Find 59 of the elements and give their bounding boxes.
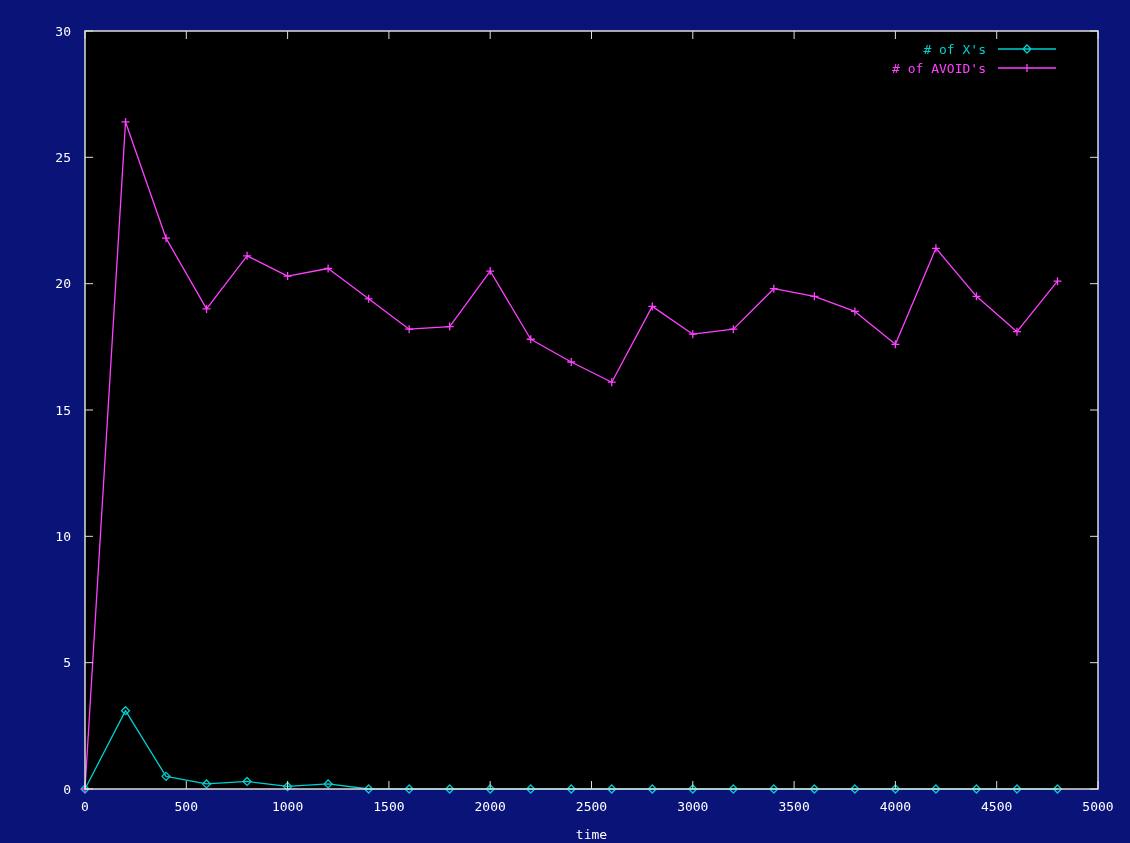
point — [485, 784, 495, 794]
point — [120, 117, 131, 127]
y-tick-label: 15 — [55, 402, 71, 418]
point — [971, 784, 982, 794]
legend-label: # of AVOID's — [892, 60, 986, 76]
x-tick-label: 3500 — [778, 799, 810, 814]
point — [404, 324, 414, 334]
point — [1052, 784, 1063, 794]
x-tick-label: 2500 — [575, 799, 608, 814]
y-tick-label: 10 — [55, 528, 71, 544]
point — [850, 784, 860, 794]
point — [688, 784, 698, 794]
point — [809, 784, 820, 794]
point — [1052, 276, 1063, 286]
point — [404, 784, 414, 794]
point — [850, 306, 860, 317]
point — [1012, 784, 1022, 794]
point — [728, 784, 738, 794]
x-tick-label: 0 — [81, 799, 89, 814]
point — [1012, 327, 1022, 337]
point — [120, 706, 131, 716]
legend-label: # of X's — [923, 41, 986, 57]
x-tick-label: 5000 — [1082, 799, 1114, 814]
point — [566, 357, 576, 367]
x-axis-title: time — [575, 827, 608, 842]
point — [931, 243, 941, 253]
y-tick-label: 0 — [63, 781, 71, 797]
x-tick-label: 2000 — [474, 799, 506, 814]
point — [526, 784, 536, 794]
point — [161, 771, 171, 782]
x-tick-label: 3000 — [677, 799, 709, 814]
y-tick-label: 25 — [55, 149, 71, 165]
point — [647, 784, 657, 794]
point — [566, 784, 576, 794]
x-tick-label: 4000 — [879, 799, 912, 814]
point — [323, 779, 333, 789]
y-tick-label: 5 — [63, 655, 71, 671]
point — [242, 251, 252, 261]
x-tick-label: 1000 — [271, 799, 304, 814]
point — [282, 781, 293, 792]
point — [282, 271, 293, 281]
y-tick-label: 20 — [55, 276, 71, 292]
point — [890, 784, 901, 794]
y-tick-label: 30 — [55, 23, 71, 39]
point — [201, 304, 212, 314]
point — [607, 784, 617, 794]
point — [242, 776, 252, 787]
point — [161, 233, 171, 243]
point — [485, 266, 495, 276]
x-tick-label: 500 — [174, 799, 199, 814]
x-tick-label: 4500 — [981, 799, 1013, 814]
point — [728, 324, 738, 334]
point — [323, 263, 333, 274]
point — [769, 784, 779, 794]
point — [201, 779, 212, 789]
point — [445, 784, 455, 794]
point — [931, 784, 941, 794]
point — [363, 784, 374, 794]
x-tick-label: 1500 — [373, 799, 405, 814]
